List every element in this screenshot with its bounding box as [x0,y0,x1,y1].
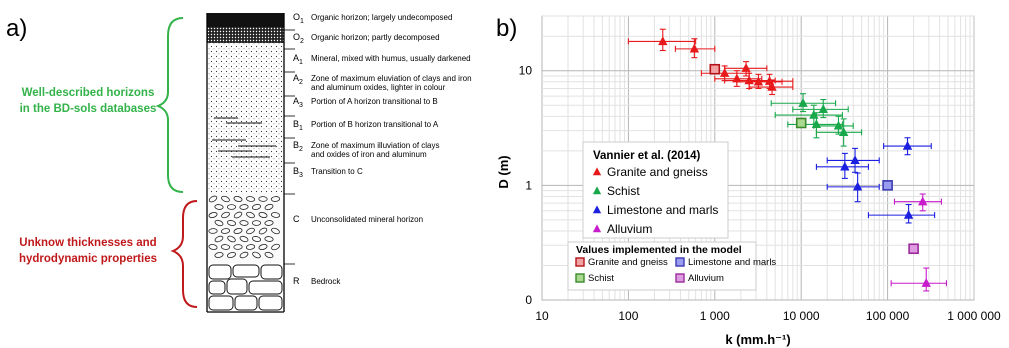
horizon-code: R [293,276,300,286]
legend-measured-entry: Alluvium [607,222,652,236]
legend-model: Values implemented in the model Granite … [567,241,776,291]
horizon-description: Organic horizon; partly decomposed [311,33,440,42]
legend-marker [592,167,602,176]
model-value-square [882,180,893,191]
data-point-triangle [902,140,913,150]
unknown-thickness-note: Unknow thicknesses and hydrodynamic prope… [19,237,157,265]
legend-model-marker [675,257,685,267]
b-horizon-dashes [212,117,276,158]
horizon-code: A2 [293,73,303,86]
horizon-description: Zone of maximum illuviation of clays and … [311,141,440,159]
red-brace [170,200,198,308]
series-alluvium [890,193,948,292]
model-values [709,63,919,255]
x-axis-ticks: 10 100 1 000 10 000 100 000 1 000 000 [535,309,1001,323]
x-tick-label: 1 000 000 [947,309,1001,323]
data-point-triangle [852,181,863,191]
horizon-code: A1 [293,53,303,66]
horizon-description: Bedrock [311,277,341,286]
data-point-triangle [918,196,928,206]
horizon-description: Portion of A horizon transitional to B [311,97,438,106]
pebble-pattern [208,195,281,259]
y-axis-label: D (m) [496,155,511,188]
well-described-note: Well-described horizons in the BD-sols da… [20,87,157,115]
green-brace [155,17,184,193]
series-limestone-and-marls [815,137,936,224]
soil-profile-column [206,13,285,313]
data-point-triangle [833,120,844,130]
data-point-triangle [838,127,849,136]
legend-marker [592,224,602,233]
panel-a: a) Well-described horizons in the BD-sols… [6,12,472,313]
panel-b: b) 10 100 1 000 10 000 100 000 1 000 000 0 1 10… [496,15,1001,347]
series-granite-and-gneiss [627,28,794,96]
horizon-code: B1 [293,119,303,132]
horizon-code: O1 [293,12,304,25]
horizon-description: Zone of maximum eluviation of clays and … [311,74,472,92]
data-point-triangle [840,161,850,171]
horizon-description: Unconsolidated mineral horizon [311,215,423,224]
legend-marker [592,186,602,195]
data-point-triangle [719,68,730,77]
bedrock-blocks [207,263,284,312]
horizon-description: Transition to C [311,167,363,176]
y-tick-label: 10 [519,64,533,78]
series-schist [770,93,863,147]
x-tick-label: 10 [535,309,549,323]
data-point-triangle [767,81,777,91]
horizon-description: Organic horizon; largely undecomposed [311,13,452,22]
x-tick-label: 1 000 [700,309,730,323]
legend-model-entry: Granite and gneiss [588,257,668,268]
data-point-triangle [921,278,931,287]
legend-model-marker [675,273,685,283]
y-tick-label: 0 [525,293,532,307]
legend-measured-entry: Granite and gneiss [607,165,708,179]
data-point-triangle [903,209,914,219]
x-tick-label: 100 000 [866,309,910,323]
panel-b-label: b) [496,15,517,42]
legend-model-entry: Alluvium [688,273,724,284]
legend-model-entry: Schist [588,273,614,284]
data-point-triangle [741,63,751,72]
organic-dark-layer [207,13,284,27]
horizon-description: Portion of B horizon transitional to A [311,120,439,129]
x-tick-label: 10 000 [783,309,820,323]
horizon-code: O2 [293,32,304,45]
legend-model-marker [575,273,585,283]
data-point-triangle [689,43,700,53]
legend-model-marker [575,257,585,267]
y-axis-ticks: 0 1 10 [519,64,533,307]
data-point-triangle [658,36,668,46]
x-tick-label: 100 [618,309,638,323]
legend-measured-entry: Schist [607,184,640,198]
panel-a-label: a) [6,15,27,42]
horizon-code: B2 [293,140,303,153]
horizon-code: B3 [293,166,303,179]
horizon-labels: O1 Organic horizon; largely undecomposed O… [284,12,472,286]
data-point-triangle [818,104,828,114]
model-value-square [795,117,807,129]
x-axis-label: k (mm.h⁻¹) [725,332,790,347]
data-point-triangle [850,155,860,165]
horizon-code: C [293,214,300,224]
legend-measured-title: Vannier et al. (2014) [593,150,701,162]
horizon-description: Mineral, mixed with humus, usually darke… [311,54,471,63]
legend-marker [592,205,602,214]
y-tick-label: 1 [525,178,532,192]
legend-measured-entry: Limestone and marls [607,203,718,217]
model-value-square [908,243,919,255]
legend-model-entry: Limestone and marls [688,257,776,268]
data-point-triangle [798,98,808,107]
legend-model-title: Values implemented in the model [576,244,742,256]
data-points [627,28,948,292]
model-value-square [709,63,721,75]
horizon-code: A3 [293,96,303,109]
legend-measured: Vannier et al. (2014) Granite and gneiss… [582,141,729,239]
